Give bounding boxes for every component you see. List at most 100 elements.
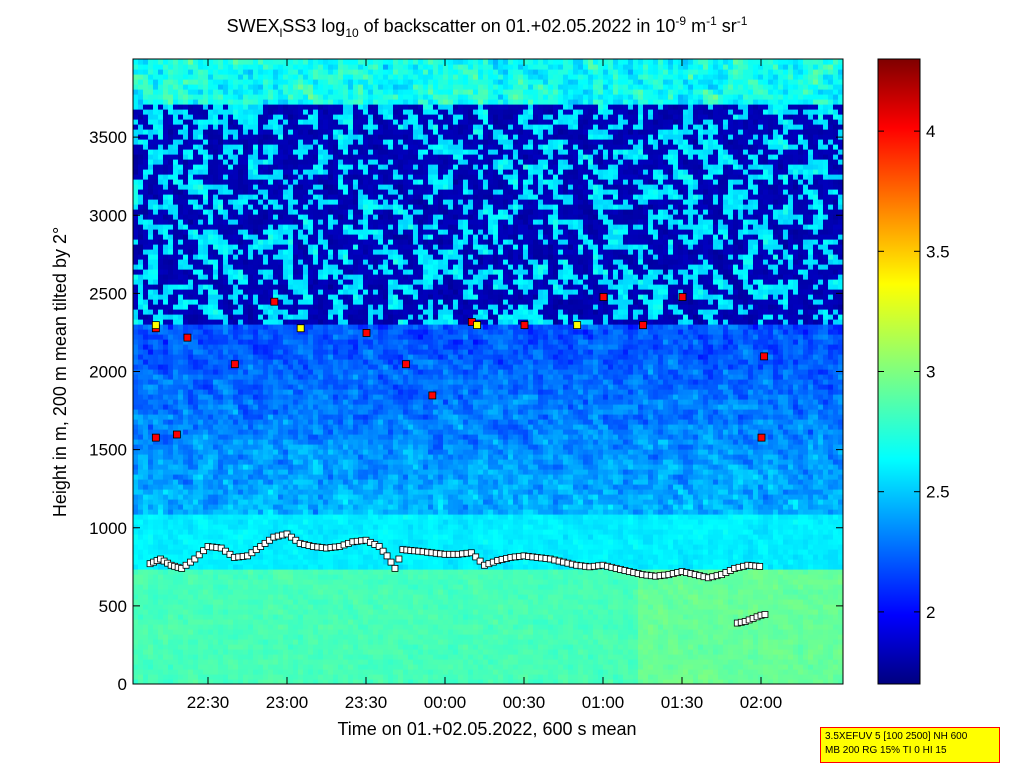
heatmap-cell	[138, 404, 144, 410]
heatmap-cell	[188, 639, 194, 645]
heatmap-cell	[148, 534, 154, 540]
heatmap-cell	[188, 409, 194, 415]
heatmap-cell	[208, 399, 214, 405]
heatmap-cell	[278, 424, 284, 430]
heatmap-cell	[138, 559, 144, 565]
heatmap-cell	[283, 479, 289, 485]
heatmap-cell	[268, 284, 274, 290]
heatmap-cell	[168, 84, 174, 90]
heatmap-cell	[308, 319, 314, 325]
heatmap-cell	[193, 129, 199, 135]
heatmap-cell	[133, 569, 139, 575]
heatmap-cell	[153, 169, 159, 175]
heatmap-cell	[163, 349, 169, 355]
heatmap-cell	[178, 214, 184, 220]
heatmap-cell	[278, 619, 284, 625]
heatmap-cell	[188, 84, 194, 90]
heatmap-cell	[283, 314, 289, 320]
heatmap-cell	[308, 529, 314, 535]
heatmap-cell	[253, 414, 259, 420]
heatmap-cell	[193, 409, 199, 415]
heatmap-cell	[193, 319, 199, 325]
heatmap-cell	[328, 434, 334, 440]
heatmap-cell	[203, 629, 209, 635]
heatmap-cell	[188, 99, 194, 105]
heatmap-cell	[278, 624, 284, 630]
heatmap-cell	[228, 579, 234, 585]
heatmap-cell	[228, 264, 234, 270]
heatmap-cell	[213, 564, 219, 570]
heatmap-cell	[213, 94, 219, 100]
heatmap-cell	[203, 429, 209, 435]
heatmap-cell	[213, 249, 219, 255]
heatmap-cell	[253, 399, 259, 405]
heatmap-cell	[268, 74, 274, 80]
heatmap-cell	[273, 644, 279, 650]
heatmap-cell	[198, 169, 204, 175]
heatmap-cell	[318, 494, 324, 500]
heatmap-cell	[263, 414, 269, 420]
heatmap-cell	[168, 304, 174, 310]
heatmap-cell	[238, 144, 244, 150]
heatmap-cell	[288, 484, 294, 490]
heatmap-cell	[328, 234, 334, 240]
heatmap-cell	[203, 454, 209, 460]
heatmap-cell	[248, 329, 254, 335]
heatmap-cell	[293, 649, 299, 655]
heatmap-cell	[153, 359, 159, 365]
heatmap-cell	[288, 474, 294, 480]
heatmap-cell	[158, 364, 164, 370]
heatmap-cell	[288, 89, 294, 95]
heatmap-cell	[288, 114, 294, 120]
heatmap-cell	[168, 624, 174, 630]
heatmap-cell	[143, 294, 149, 300]
heatmap-cell	[228, 604, 234, 610]
heatmap-cell	[213, 304, 219, 310]
heatmap-cell	[223, 284, 229, 290]
heatmap-cell	[193, 344, 199, 350]
heatmap-cell	[293, 239, 299, 245]
heatmap-cell	[138, 469, 144, 475]
heatmap-cell	[223, 244, 229, 250]
heatmap-cell	[198, 649, 204, 655]
heatmap-cell	[243, 529, 249, 535]
heatmap-cell	[188, 659, 194, 665]
heatmap-cell	[178, 319, 184, 325]
heatmap-cell	[228, 499, 234, 505]
heatmap-cell	[268, 544, 274, 550]
heatmap-cell	[248, 524, 254, 530]
heatmap-cell	[143, 244, 149, 250]
heatmap-cell	[158, 329, 164, 335]
heatmap-cell	[298, 244, 304, 250]
heatmap-cell	[318, 669, 324, 675]
heatmap-cell	[168, 59, 174, 65]
heatmap-cell	[238, 274, 244, 280]
heatmap-cell	[173, 94, 179, 100]
heatmap-cell	[183, 369, 189, 375]
heatmap-cell	[328, 204, 334, 210]
heatmap-cell	[313, 609, 319, 615]
heatmap-cell	[133, 109, 139, 115]
heatmap-cell	[288, 199, 294, 205]
heatmap-cell	[238, 639, 244, 645]
heatmap-cell	[173, 424, 179, 430]
heatmap-cell	[148, 604, 154, 610]
heatmap-cell	[278, 574, 284, 580]
heatmap-cell	[163, 254, 169, 260]
heatmap-cell	[243, 369, 249, 375]
heatmap-cell	[173, 374, 179, 380]
heatmap-cell	[213, 164, 219, 170]
heatmap-cell	[153, 599, 159, 605]
heatmap-cell	[168, 239, 174, 245]
heatmap-cell	[273, 464, 279, 470]
heatmap-cell	[183, 469, 189, 475]
heatmap-cell	[288, 364, 294, 370]
heatmap-cell	[163, 344, 169, 350]
heatmap-cell	[298, 559, 304, 565]
heatmap-cell	[263, 544, 269, 550]
heatmap-cell	[173, 364, 179, 370]
heatmap-cell	[198, 299, 204, 305]
heatmap-cell	[223, 144, 229, 150]
heatmap-cell	[328, 474, 334, 480]
heatmap-cell	[178, 94, 184, 100]
